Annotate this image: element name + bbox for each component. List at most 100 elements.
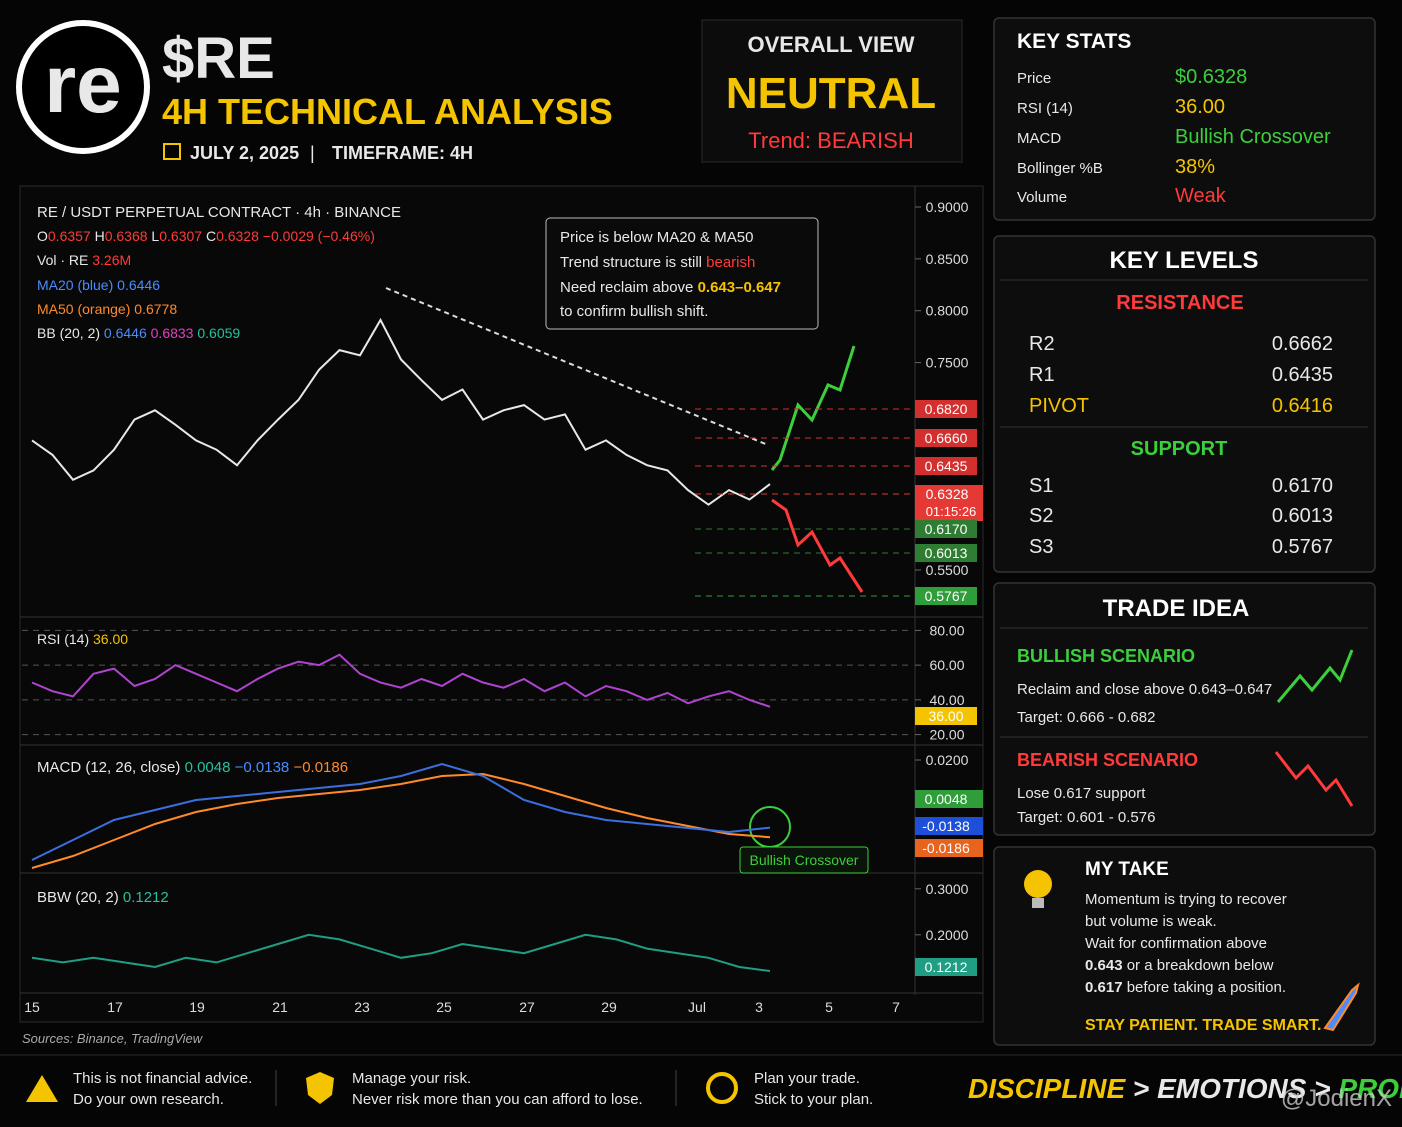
- take-line: but volume is weak.: [1085, 913, 1217, 930]
- footer-note: This is not financial advice.: [73, 1070, 252, 1087]
- separator: |: [310, 143, 315, 163]
- scenario-line: Target: 0.601 - 0.576: [1017, 809, 1155, 826]
- stat-value: 36.00: [1175, 96, 1225, 118]
- chart-header: RE / USDT PERPETUAL CONTRACT · 4h · BINA…: [37, 204, 401, 221]
- level-value: 0.6170: [1272, 475, 1333, 497]
- y-tick-label: 0.5500: [926, 562, 969, 578]
- level-label: PIVOT: [1029, 395, 1089, 417]
- level-value: 0.6662: [1272, 333, 1333, 355]
- price-tag-label: 0.6013: [925, 545, 968, 561]
- footer-note: Manage your risk.: [352, 1070, 471, 1087]
- stat-value: $0.6328: [1175, 66, 1247, 88]
- annotation-line: to confirm bullish shift.: [560, 303, 708, 320]
- price-tag-label: -0.0138: [922, 818, 970, 834]
- price-tag-label: 0.6820: [925, 401, 968, 417]
- price-line: [31, 317, 771, 506]
- y-tick-label: 0.7500: [926, 355, 969, 371]
- stat-label: RSI (14): [1017, 100, 1073, 117]
- price-tag: [915, 707, 977, 725]
- rsi-line: [31, 653, 771, 708]
- volume-reading: Vol · RE 3.26M: [37, 252, 131, 268]
- scenario-line: Lose 0.617 support: [1017, 785, 1146, 802]
- price-tag: [915, 485, 983, 521]
- price-tag: [915, 958, 977, 976]
- stat-label: Bollinger %B: [1017, 160, 1103, 177]
- x-tick-label: 17: [107, 999, 123, 1015]
- price-tag-label: 0.0048: [925, 791, 968, 807]
- bullish-title: BULLISH SCENARIO: [1017, 646, 1195, 666]
- trend: Trend: BEARISH: [748, 128, 913, 153]
- bb-reading: BB (20, 2) 0.6446 0.6833 0.6059: [37, 325, 240, 341]
- x-tick-label: 5: [825, 999, 833, 1015]
- x-tick-label: 3: [755, 999, 763, 1015]
- key-stats-rows: Price $0.6328 RSI (14) 36.00 MACD Bullis…: [1017, 66, 1331, 207]
- stat-label: MACD: [1017, 130, 1061, 147]
- bulb-base: [1032, 898, 1044, 908]
- price-tag: [915, 520, 977, 538]
- trade-idea-title: TRADE IDEA: [1103, 595, 1250, 622]
- level-value: 0.6416: [1272, 395, 1333, 417]
- y-tick-label: 20.00: [929, 727, 964, 743]
- level-value: 0.6435: [1272, 364, 1333, 386]
- trade-idea-panel: [993, 582, 1376, 836]
- price-tag: [915, 587, 977, 605]
- y-tick-label: 0.8000: [926, 303, 969, 319]
- calendar-icon: [163, 143, 181, 160]
- x-tick-label: 29: [601, 999, 617, 1015]
- level-value: 0.5767: [1272, 536, 1333, 558]
- price-tag: [915, 400, 977, 418]
- take-line: 0.617 before taking a position.: [1085, 979, 1286, 996]
- x-tick-label: 19: [189, 999, 205, 1015]
- annotation-line: Need reclaim above 0.643–0.647: [560, 279, 781, 296]
- bullish-projection: [770, 345, 856, 471]
- bearish-title: BEARISH SCENARIO: [1017, 750, 1198, 770]
- annotation-line: Price is below MA20 & MA50: [560, 229, 753, 246]
- price-tag: [915, 790, 983, 808]
- scenario-line: Target: 0.666 - 0.682: [1017, 709, 1155, 726]
- take-line: Wait for confirmation above: [1085, 935, 1267, 952]
- price-tag: [915, 817, 983, 835]
- price-tag-label: 0.6170: [925, 521, 968, 537]
- my-take-panel: [993, 846, 1376, 1046]
- price-tag-label: 0.5767: [925, 588, 968, 604]
- y-tick-label: 0.0200: [926, 752, 969, 768]
- price-tag-label: 0.1212: [925, 959, 968, 975]
- timeframe: TIMEFRAME: 4H: [332, 143, 473, 163]
- macd-line: [31, 762, 771, 861]
- stat-value: Bullish Crossover: [1175, 126, 1331, 148]
- price-tag-label: -0.0186: [922, 840, 970, 856]
- x-tick-label: 27: [519, 999, 535, 1015]
- macd-reading: MACD (12, 26, close) 0.0048 −0.0138 −0.0…: [37, 759, 348, 776]
- y-tick-label: 0.3000: [926, 881, 969, 897]
- stat-value: Weak: [1175, 185, 1227, 207]
- price-tag-label: 0.6328: [926, 486, 969, 502]
- stat-label: Price: [1017, 70, 1051, 87]
- motto: STAY PATIENT. TRADE SMART.: [1085, 1017, 1321, 1034]
- price-tag: [915, 544, 977, 562]
- up-arrow-icon: [1276, 649, 1354, 703]
- level-label: S3: [1029, 536, 1053, 558]
- bearish-projection: [771, 498, 864, 593]
- footer-note: Do your own research.: [73, 1091, 224, 1108]
- signal-line: [31, 772, 771, 869]
- level-label: S1: [1029, 475, 1053, 497]
- logo: re: [44, 39, 122, 130]
- overall-label: OVERALL VIEW: [747, 32, 914, 57]
- level-label: R2: [1029, 333, 1055, 355]
- chart-frame: [19, 185, 984, 1023]
- crossover-label: Bullish Crossover: [750, 852, 859, 868]
- source: Sources: Binance, TradingView: [22, 1031, 204, 1046]
- x-tick-label: 21: [272, 999, 288, 1015]
- date: JULY 2, 2025: [190, 143, 299, 163]
- price-tag: [915, 429, 977, 447]
- x-tick-label: 23: [354, 999, 370, 1015]
- take-line: 0.643 or a breakdown below: [1085, 957, 1274, 974]
- x-tick-label: 15: [24, 999, 40, 1015]
- logo-ring: [16, 20, 150, 154]
- rsi-reading: RSI (14) 36.00: [37, 631, 128, 647]
- rocket-icon: [1323, 982, 1360, 1032]
- warning-icon: [26, 1075, 58, 1102]
- price-tag-label: 0.6435: [925, 458, 968, 474]
- bulb-icon: [1024, 870, 1052, 898]
